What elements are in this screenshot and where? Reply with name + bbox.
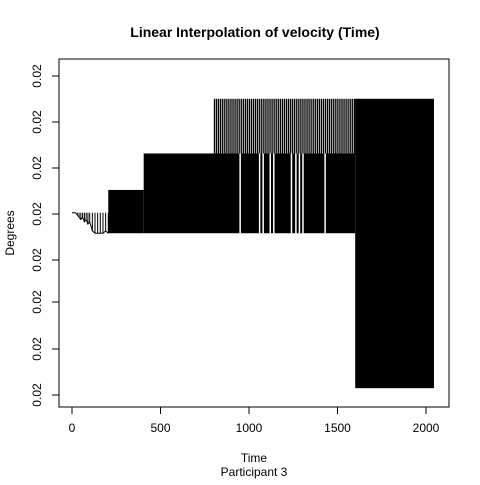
y-tick-label: 0.02 <box>30 290 44 314</box>
chart-subtitle: Participant 3 <box>221 465 288 479</box>
data-block <box>214 153 356 234</box>
data-block <box>143 153 215 234</box>
x-axis-label: Time <box>241 451 268 465</box>
x-tick-label: 500 <box>150 421 170 435</box>
y-tick-label: 0.02 <box>30 156 44 180</box>
x-axis: 0 500 1000 1500 2000 <box>69 407 440 435</box>
data-block <box>108 189 144 234</box>
x-tick-label: 1500 <box>324 421 351 435</box>
y-tick-label: 0.02 <box>30 110 44 134</box>
x-tick-label: 0 <box>69 421 76 435</box>
x-tick-label: 2000 <box>413 421 440 435</box>
plot-area <box>72 98 434 389</box>
x-tick-label: 1000 <box>236 421 263 435</box>
y-tick-label: 0.02 <box>30 64 44 88</box>
y-tick-label: 0.02 <box>30 383 44 407</box>
y-tick-label: 0.02 <box>30 337 44 361</box>
y-axis-label: Degrees <box>3 210 17 255</box>
chart-title: Linear Interpolation of velocity (Time) <box>130 24 379 40</box>
plot-frame <box>58 58 450 408</box>
y-axis: 0.02 0.02 0.02 0.02 0.02 0.02 0.02 0.02 <box>30 64 59 407</box>
data-block <box>355 98 434 389</box>
y-tick-label: 0.02 <box>30 248 44 272</box>
y-tick-label: 0.02 <box>30 202 44 226</box>
